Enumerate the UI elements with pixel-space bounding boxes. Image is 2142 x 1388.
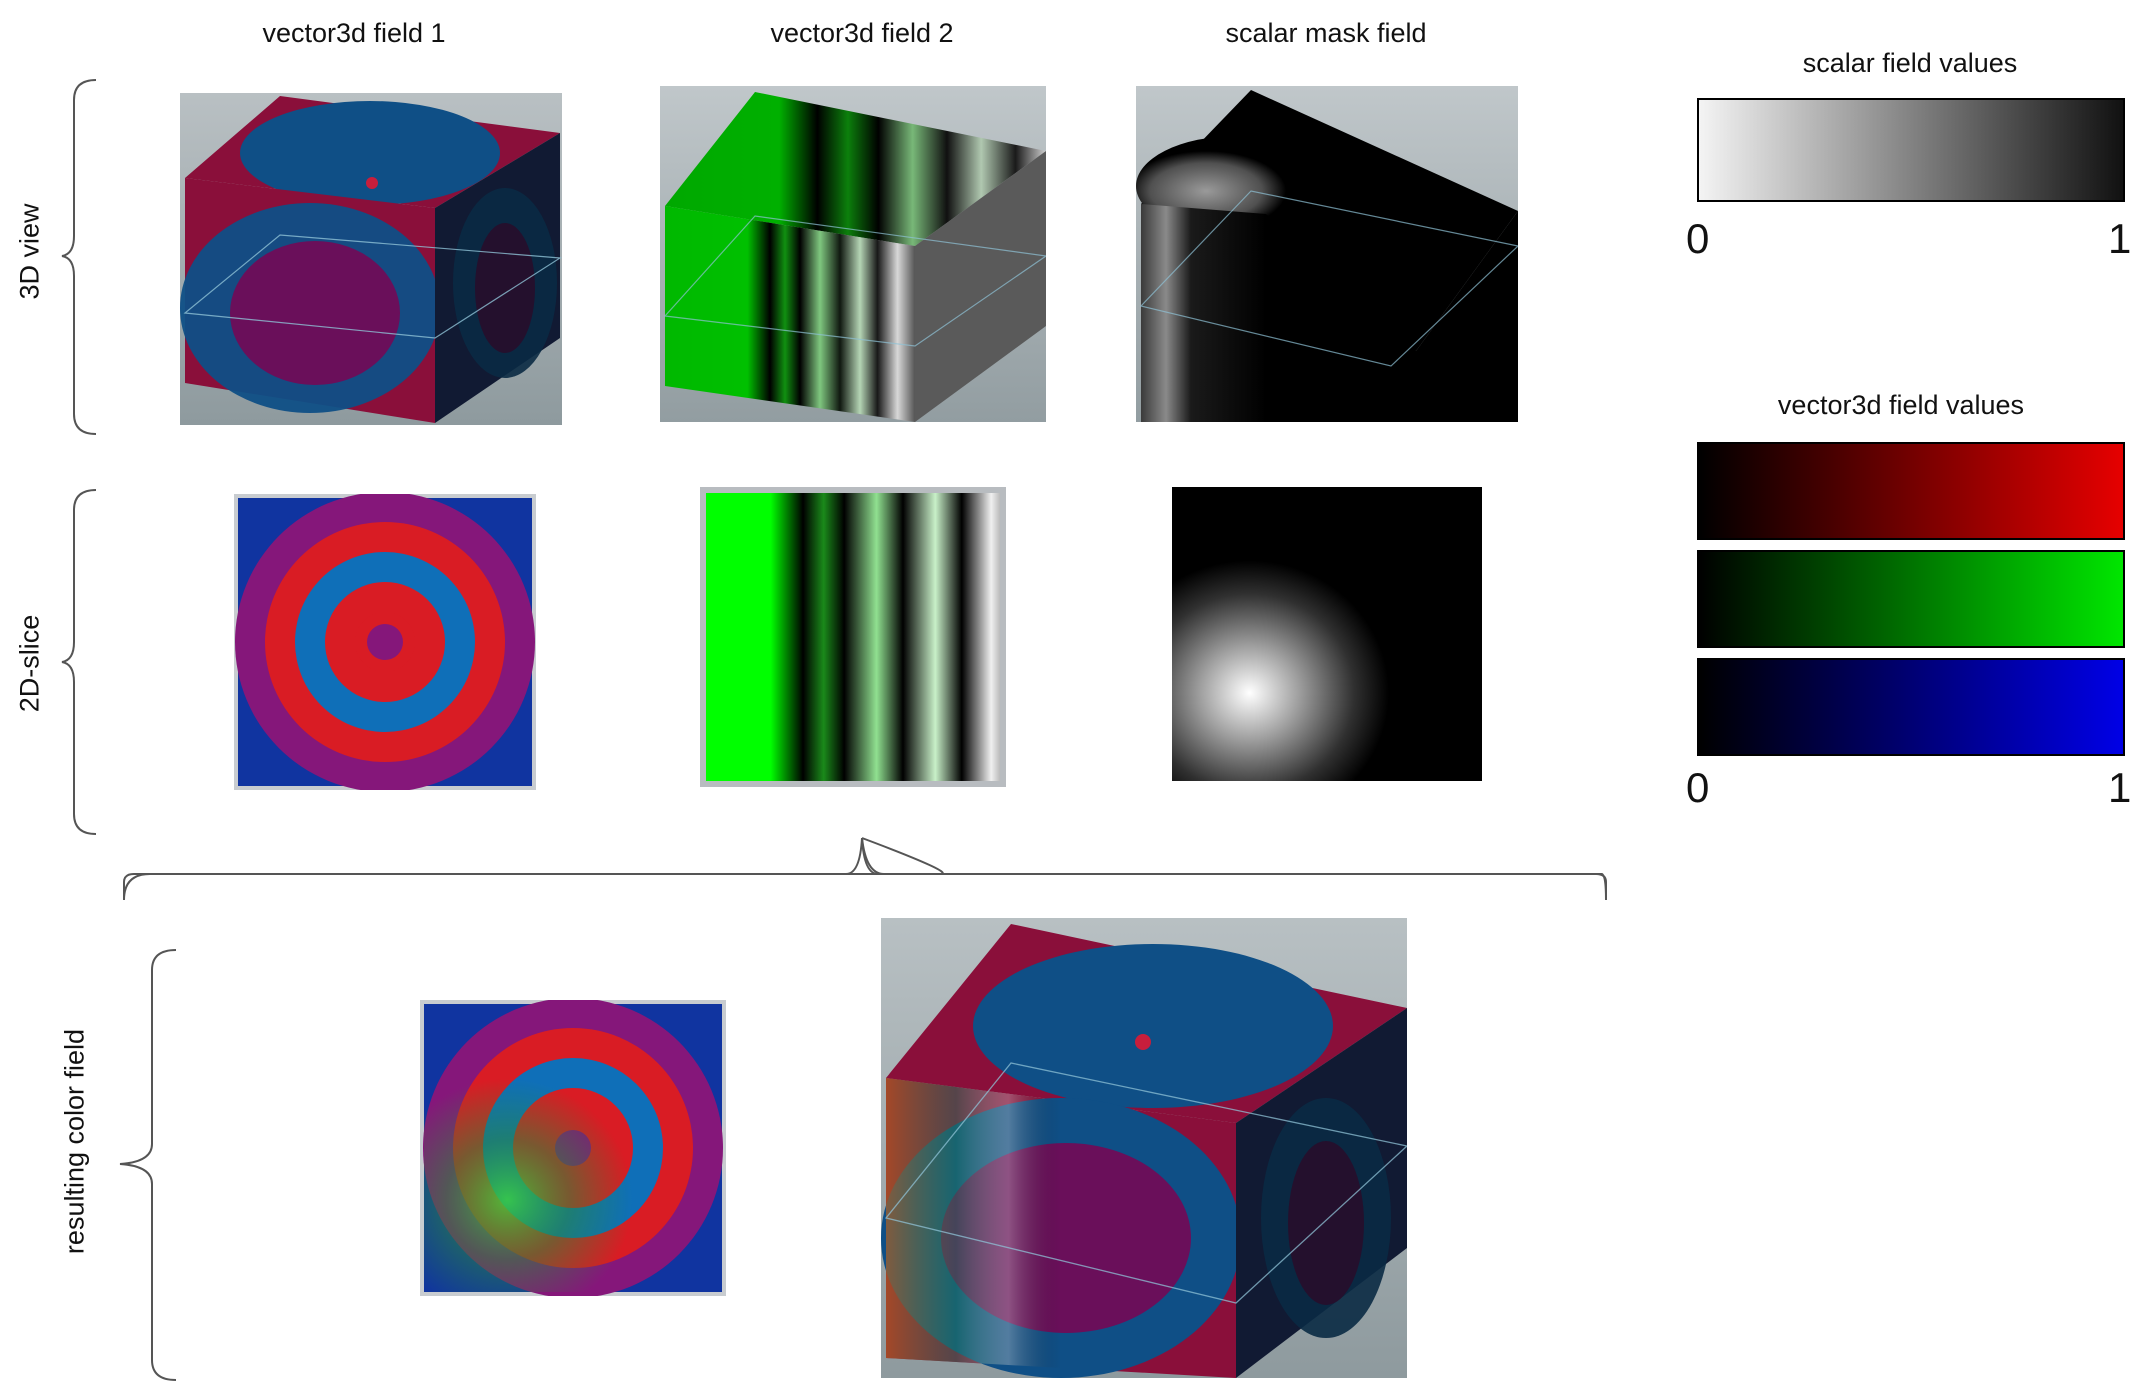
column-title-field2: vector3d field 2: [770, 18, 954, 48]
legend-vector-max: 1: [2108, 764, 2132, 811]
slice-2d-field1: [234, 494, 536, 790]
legend-vector-title: vector3d field values: [1777, 390, 2025, 420]
legend-scalar-max: 1: [2108, 215, 2132, 262]
legend-vector-red-bar: [1697, 442, 2125, 540]
slice-2d-field2: [700, 487, 1006, 787]
slice-2d-mask: [1172, 487, 1482, 781]
cube-3d-field2: [660, 86, 1046, 422]
legend-vector-blue-bar: [1697, 658, 2125, 756]
cube-3d-field1: [180, 93, 562, 425]
result-3d-cube: [881, 918, 1407, 1378]
legend-scalar-bar: [1697, 98, 2125, 202]
legend-scalar-title: scalar field values: [1802, 48, 2018, 78]
column-title-mask: scalar mask field: [1225, 18, 1427, 48]
brace-result: [119, 949, 177, 1381]
row-label-3d-view: 3D view: [14, 203, 45, 300]
brace-3d-view: [61, 79, 97, 435]
brace-horizontal: [123, 837, 1607, 901]
legend-vector-green-bar: [1697, 550, 2125, 648]
row-label-result: resulting color field: [59, 1028, 90, 1255]
column-title-field1: vector3d field 1: [262, 18, 446, 48]
row-label-2d-slice: 2D-slice: [14, 614, 45, 713]
legend-vector-min: 0: [1686, 764, 1710, 811]
brace-2d-slice: [61, 489, 97, 835]
legend-scalar-min: 0: [1686, 215, 1710, 262]
result-2d-slice: [420, 1000, 726, 1296]
cube-3d-mask: [1136, 86, 1518, 422]
